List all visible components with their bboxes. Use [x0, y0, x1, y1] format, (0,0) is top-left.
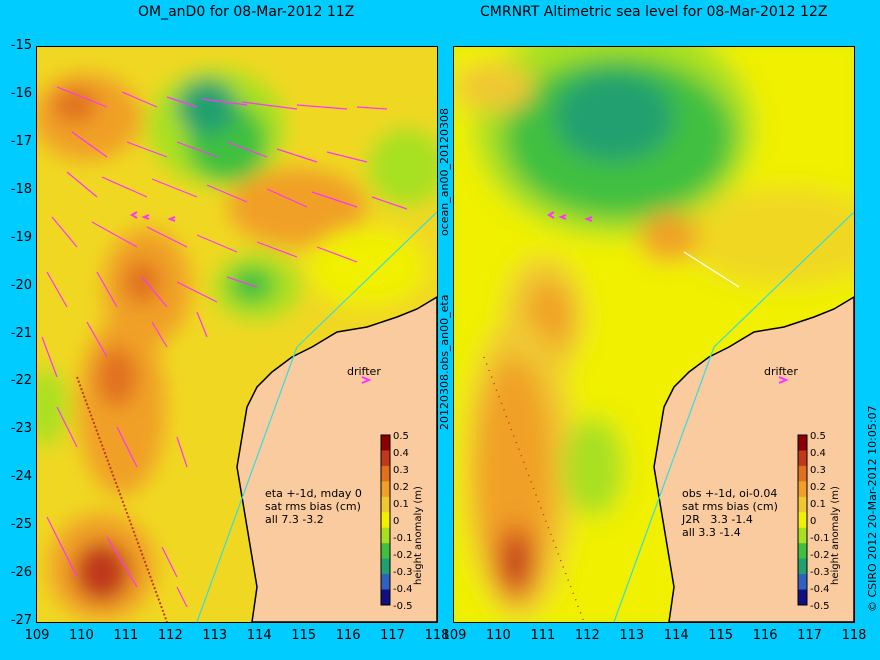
left-lon-tick: 114	[246, 628, 272, 643]
gutter-label-bottom: 20120308.obs_an00_eta	[438, 294, 451, 430]
left-drifter-marks	[130, 211, 372, 384]
left-map: drifter eta +-1d, mday 0 sat rms bias (c…	[36, 46, 438, 623]
right-drifter-marks	[547, 211, 789, 384]
left-lon-tick: 113	[202, 628, 228, 643]
right-panel-title: CMRNRT Altimetric sea level for 08-Mar-2…	[480, 4, 828, 20]
right-drifter-label: drifter	[764, 365, 798, 378]
left-track	[76, 376, 168, 622]
left-lon-tick: 110	[69, 628, 94, 643]
right-note: obs +-1d, oi-0.04 sat rms bias (cm) J2R …	[682, 487, 778, 539]
right-lon-tick: 109	[441, 628, 467, 643]
right-lon-tick: 116	[752, 628, 778, 643]
left-lat-tick: -15	[10, 38, 32, 53]
left-coast-line	[296, 211, 437, 348]
left-lat-tick: -23	[10, 421, 32, 437]
left-lat-tick: -26	[10, 565, 32, 581]
right-sea-field	[454, 47, 854, 622]
left-lat-tick: -24	[10, 469, 32, 485]
left-note-line-1: eta +-1d, mday 0	[265, 487, 362, 500]
left-lat-tick: -27	[10, 613, 32, 628]
right-map: drifter obs +-1d, oi-0.04 sat rms bias (…	[453, 46, 855, 623]
left-lon-tick: 116	[335, 628, 361, 643]
left-lon-tick: 109	[24, 628, 50, 643]
right-lon-tick: 118	[841, 628, 867, 643]
left-arrows	[41, 86, 408, 608]
left-lon-tick: 117	[380, 628, 405, 643]
left-lat-tick: -18	[10, 181, 32, 197]
left-note-line-3: all 7.3 -3.2	[265, 513, 324, 526]
right-lon-tick: 110	[486, 628, 511, 643]
left-lat-tick: -20	[10, 277, 32, 293]
left-lat-tick: -25	[10, 517, 32, 533]
left-lat-tick: -17	[10, 133, 32, 149]
left-lat-tick: -22	[10, 373, 32, 389]
left-lon-tick: 111	[113, 628, 139, 643]
right-lon-tick: 112	[574, 628, 600, 643]
right-lon-tick: 114	[663, 628, 689, 643]
right-note-line-3: J2R 3.3 -1.4	[682, 513, 753, 526]
left-lat-tick: -16	[10, 85, 32, 101]
left-lon-tick: 112	[157, 628, 183, 643]
right-lon-tick: 113	[619, 628, 645, 643]
left-drifter-label: drifter	[347, 365, 381, 378]
left-panel-title: OM_anD0 for 08-Mar-2012 11Z	[138, 4, 355, 20]
left-note: eta +-1d, mday 0 sat rms bias (cm) all 7…	[265, 487, 362, 526]
right-lon-tick: 117	[797, 628, 822, 643]
right-note-line-2: sat rms bias (cm)	[682, 500, 778, 513]
left-lon-tick: 118	[424, 628, 450, 643]
left-note-line-2: sat rms bias (cm)	[265, 500, 361, 513]
right-lon-tick: 115	[708, 628, 734, 643]
right-note-line-1: obs +-1d, oi-0.04	[682, 487, 778, 500]
left-lon-tick: 115	[291, 628, 317, 643]
copyright-label: © CSIRO 2012 20-Mar-2012 10:05:07	[866, 405, 879, 612]
left-lat-tick: -21	[10, 325, 32, 341]
right-coast-line	[713, 211, 854, 348]
left-lat-tick: -19	[10, 229, 32, 245]
right-lon-tick: 111	[530, 628, 556, 643]
gutter-label-top: ocean_an00_20120308	[438, 108, 451, 236]
right-note-line-4: all 3.3 -1.4	[682, 526, 741, 539]
